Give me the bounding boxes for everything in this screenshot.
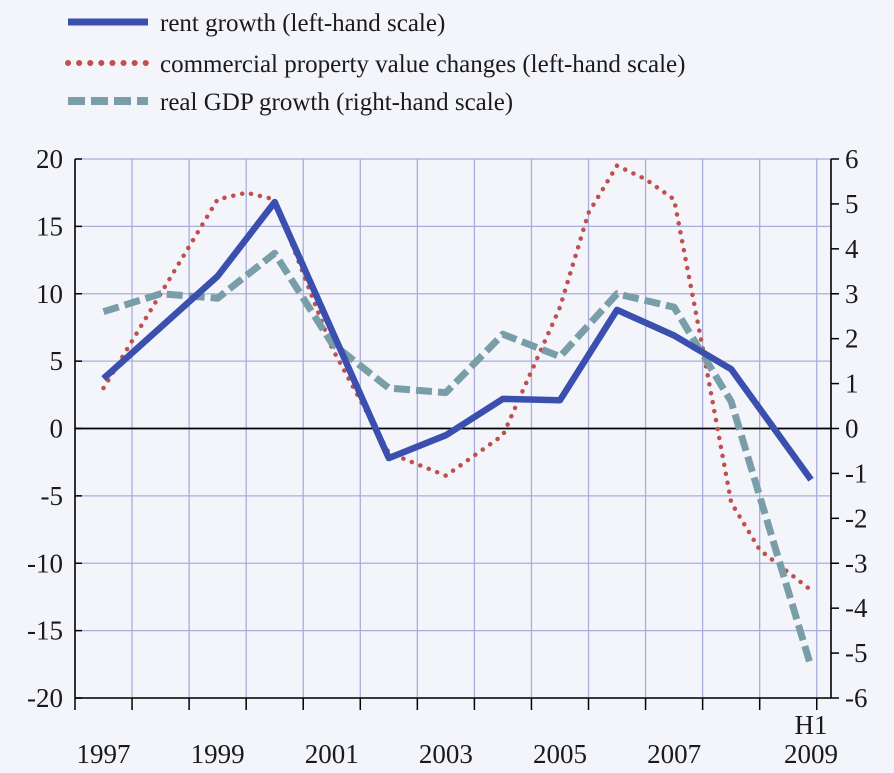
left-tick-label: -5 <box>41 481 64 511</box>
x-tick-label: 2007 <box>647 739 701 769</box>
series-line-commercial-property <box>101 163 814 593</box>
legend-item-rent-growth: rent growth (left-hand scale) <box>68 10 445 37</box>
left-tick-label: 20 <box>36 144 63 174</box>
left-tick-label: 0 <box>50 414 64 444</box>
x-tick-label: 2009 <box>784 739 838 769</box>
series-line-real-gdp <box>102 249 815 668</box>
plot-area: 20151050-5-10-15-206543210-1-2-3-4-5-619… <box>27 144 868 769</box>
left-tick-label: -10 <box>27 548 63 578</box>
x-sublabel: H1 <box>795 710 828 740</box>
left-tick-label: -15 <box>27 616 63 646</box>
legend: rent growth (left-hand scale) commercial… <box>65 10 685 116</box>
legend-label-commercial-property: commercial property value changes (left-… <box>160 51 685 78</box>
x-tick-label: 2001 <box>305 739 359 769</box>
left-tick-label: -20 <box>27 683 63 713</box>
series-line-rent-growth <box>101 198 814 482</box>
right-tick-label: -2 <box>845 503 868 533</box>
right-tick-label: -3 <box>845 548 868 578</box>
legend-item-commercial-property: commercial property value changes (left-… <box>65 51 685 78</box>
left-tick-label: 15 <box>36 211 63 241</box>
left-tick-label: 10 <box>36 279 63 309</box>
x-tick-label: 1997 <box>77 739 131 769</box>
right-tick-label: -4 <box>845 593 868 623</box>
right-tick-label: 2 <box>845 324 859 354</box>
right-tick-label: -5 <box>845 638 868 668</box>
x-tick-label: 2005 <box>533 739 587 769</box>
right-tick-label: 4 <box>845 234 859 264</box>
right-tick-label: 5 <box>845 189 859 219</box>
right-tick-label: -6 <box>845 683 868 713</box>
legend-item-real-gdp: real GDP growth (right-hand scale) <box>68 89 513 116</box>
legend-label-rent-growth: rent growth (left-hand scale) <box>160 10 445 37</box>
right-tick-label: 3 <box>845 279 859 309</box>
right-tick-label: 6 <box>845 144 859 174</box>
left-tick-label: 5 <box>50 346 64 376</box>
right-tick-label: -1 <box>845 458 868 488</box>
right-tick-label: 0 <box>845 414 859 444</box>
legend-label-real-gdp: real GDP growth (right-hand scale) <box>160 89 513 116</box>
x-tick-label: 1999 <box>191 739 245 769</box>
x-tick-label: 2003 <box>419 739 473 769</box>
right-tick-label: 1 <box>845 369 859 399</box>
